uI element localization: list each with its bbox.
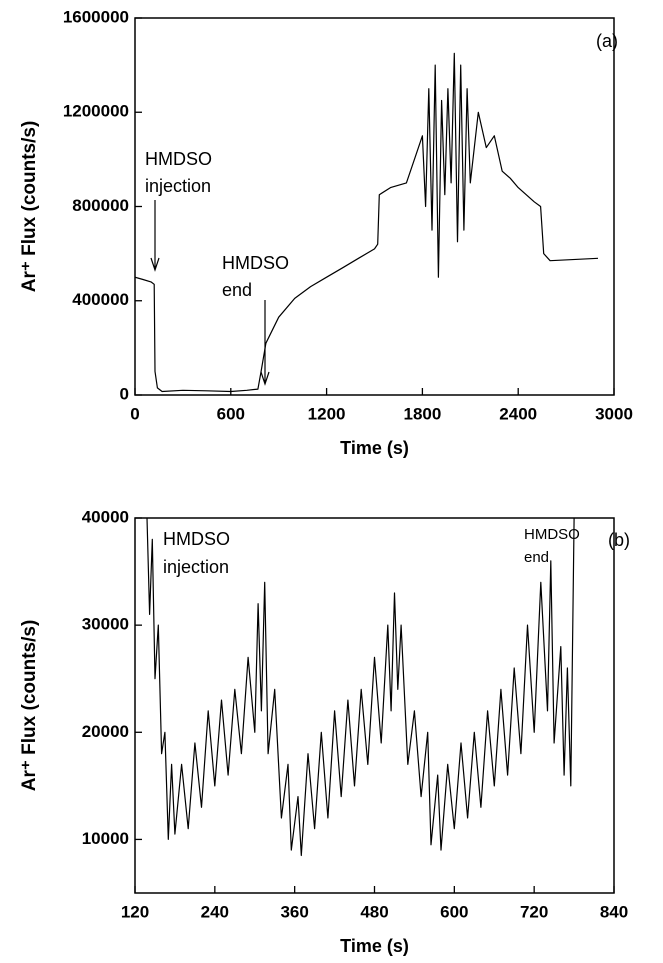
y-tick-label: 1200000	[63, 102, 129, 121]
data-line	[146, 518, 575, 857]
x-tick-label: 3000	[595, 404, 633, 423]
plot-frame	[134, 17, 615, 396]
y-tick-label: 40000	[82, 507, 129, 526]
y-tick-label: 400000	[72, 290, 129, 309]
y-tick-label: 20000	[82, 722, 129, 741]
plot-frame	[134, 517, 615, 894]
arrow	[150, 200, 160, 272]
x-tick-label: 1200	[308, 404, 346, 423]
arrow	[260, 300, 270, 386]
plot-area	[146, 518, 575, 857]
x-tick-label: 480	[360, 902, 388, 921]
x-tick-label: 600	[217, 404, 245, 423]
panel-label: (b)	[608, 530, 630, 550]
y-axis-title: Ar⁺ Flux (counts/s)	[19, 121, 40, 293]
annotation: injection	[145, 176, 211, 196]
annotation: HMDSO	[145, 149, 212, 169]
x-tick-label: 1800	[403, 404, 441, 423]
annotation: HMDSO	[222, 253, 289, 273]
x-tick-label: 600	[440, 902, 468, 921]
y-tick-label: 30000	[82, 615, 129, 634]
data-line	[135, 52, 599, 393]
y-tick-label: 0	[120, 384, 129, 403]
annotation: end	[222, 280, 252, 300]
panel-label: (a)	[596, 31, 618, 51]
arrows	[150, 200, 270, 386]
x-tick-label: 240	[201, 902, 229, 921]
x-tick-label: 360	[280, 902, 308, 921]
x-tick-label: 840	[600, 902, 628, 921]
x-axis-title: Time (s)	[340, 936, 409, 956]
x-tick-label: 720	[520, 902, 548, 921]
y-axis-title: Ar⁺ Flux (counts/s)	[19, 620, 40, 792]
plot-area	[135, 52, 599, 393]
x-tick-label: 120	[121, 902, 149, 921]
annotation: injection	[163, 557, 229, 577]
x-tick-label: 0	[130, 404, 139, 423]
annotation: end	[524, 549, 549, 566]
y-tick-label: 800000	[72, 196, 129, 215]
annotation: HMDSO	[163, 529, 230, 549]
x-axis-title: Time (s)	[340, 438, 409, 458]
annotation: HMDSO	[524, 526, 580, 543]
x-tick-label: 2400	[499, 404, 537, 423]
y-tick-label: 10000	[82, 829, 129, 848]
y-tick-label: 1600000	[63, 7, 129, 26]
